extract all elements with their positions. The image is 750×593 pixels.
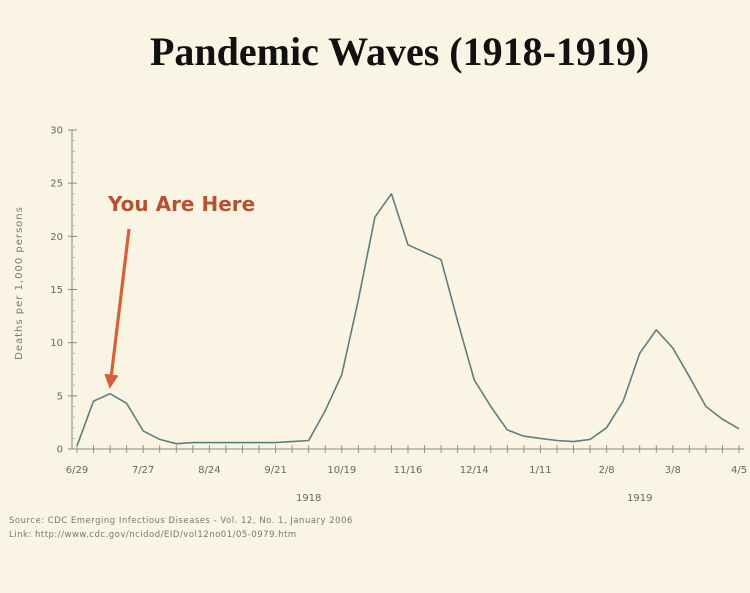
y-axis-ticks: 0 5 10 15 20 25 30 [50, 126, 77, 456]
y-tick-label: 20 [50, 232, 63, 243]
source-note: Source: CDC Emerging Infectious Diseases… [9, 516, 353, 526]
x-tick-label: 10/19 [327, 465, 356, 476]
annotation-arrow [104, 228, 131, 389]
y-axis-label: Deaths per 1,000 persons [14, 206, 25, 360]
x-tick-label: 3/8 [665, 465, 681, 476]
x-tick-label: 9/21 [264, 465, 286, 476]
y-tick-label: 10 [50, 338, 63, 349]
y-tick-label: 15 [50, 285, 63, 296]
x-tick-label: 12/14 [460, 465, 489, 476]
y-tick-label: 5 [57, 391, 63, 402]
x-tick-label: 2/8 [599, 465, 615, 476]
y-tick-label: 0 [57, 445, 63, 456]
y-tick-label: 25 [50, 179, 63, 190]
x-axis-ticks: 6/29 7/27 8/24 9/21 10/19 11/16 12/14 1/11 2/8 3/… [66, 445, 747, 504]
y-tick-label: 30 [50, 126, 63, 137]
chart-title: Pandemic Waves (1918-1919) [150, 29, 650, 74]
series-layer [76, 193, 740, 447]
year-label: 1918 [296, 493, 321, 504]
series-line [76, 193, 740, 447]
x-tick-label: 6/29 [66, 465, 88, 476]
x-tick-label: 7/27 [132, 465, 154, 476]
x-tick-label: 1/11 [529, 465, 551, 476]
x-tick-label: 8/24 [198, 465, 220, 476]
axes [71, 130, 744, 450]
x-tick-label: 4/5 [731, 465, 747, 476]
x-tick-label: 11/16 [394, 465, 423, 476]
year-label: 1919 [627, 493, 652, 504]
annotation-text: You Are Here [107, 192, 255, 216]
source-link: Link: http://www.cdc.gov/ncidod/EID/vol1… [9, 530, 297, 540]
